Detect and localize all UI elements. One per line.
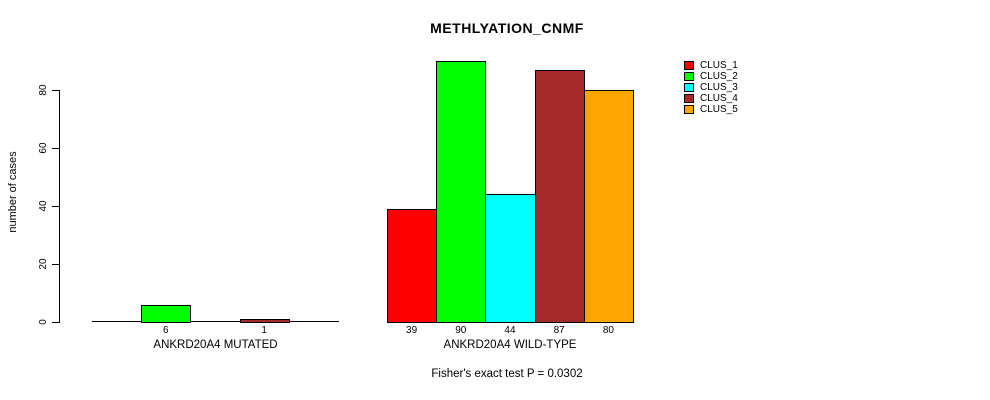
y-tick-mark (52, 264, 59, 265)
legend-swatch-clus_3 (684, 83, 694, 92)
legend: CLUS_1 CLUS_2 CLUS_3 CLUS_4 CLUS_5 (684, 60, 738, 115)
bar-clus_4-group1 (534, 69, 585, 323)
bar-value-label: 39 (406, 325, 418, 336)
legend-label: CLUS_2 (700, 71, 738, 82)
x-group-label-wildtype: ANKRD20A4 WILD-TYPE (443, 339, 577, 351)
y-tick-mark (52, 90, 59, 91)
y-tick-label: 20 (38, 258, 49, 270)
legend-label: CLUS_4 (700, 93, 738, 104)
group-baseline (92, 321, 339, 322)
x-group-label-mutated: ANKRD20A4 MUTATED (153, 339, 278, 351)
y-tick-mark (52, 206, 59, 207)
y-tick-label: 40 (38, 200, 49, 212)
legend-swatch-clus_1 (684, 61, 694, 70)
legend-label: CLUS_3 (700, 82, 738, 93)
bar-value-label: 6 (163, 325, 169, 336)
legend-swatch-clus_4 (684, 94, 694, 103)
y-axis-title: number of cases (7, 151, 19, 233)
legend-item-clus_4: CLUS_4 (684, 93, 738, 104)
legend-item-clus_1: CLUS_1 (684, 60, 738, 71)
bar-clus_4-group0 (239, 319, 290, 323)
legend-item-clus_5: CLUS_5 (684, 104, 738, 115)
bar-clus_2-group1 (436, 61, 487, 323)
legend-swatch-clus_2 (684, 72, 694, 81)
y-tick-label: 60 (38, 142, 49, 154)
fisher-test-annotation: Fisher's exact test P = 0.0302 (431, 368, 583, 380)
y-tick-mark (52, 148, 59, 149)
legend-label: CLUS_5 (700, 104, 738, 115)
legend-label: CLUS_1 (700, 60, 738, 71)
chart-title: METHLYATION_CNMF (430, 20, 584, 36)
legend-swatch-clus_5 (684, 105, 694, 114)
bar-value-label: 44 (504, 325, 516, 336)
y-tick-mark (52, 322, 59, 323)
bar-value-label: 80 (602, 325, 614, 336)
bar-value-label: 1 (261, 325, 267, 336)
y-tick-label: 0 (38, 319, 49, 325)
y-axis-line (59, 90, 60, 323)
bar-clus_3-group1 (485, 194, 536, 323)
bar-clus_1-group1 (387, 208, 438, 323)
legend-item-clus_3: CLUS_3 (684, 82, 738, 93)
y-tick-label: 80 (38, 84, 49, 96)
bar-clus_5-group1 (583, 90, 634, 323)
bar-value-label: 90 (455, 325, 467, 336)
bar-value-label: 87 (553, 325, 565, 336)
bar-clus_2-group0 (141, 304, 192, 323)
legend-item-clus_2: CLUS_2 (684, 71, 738, 82)
